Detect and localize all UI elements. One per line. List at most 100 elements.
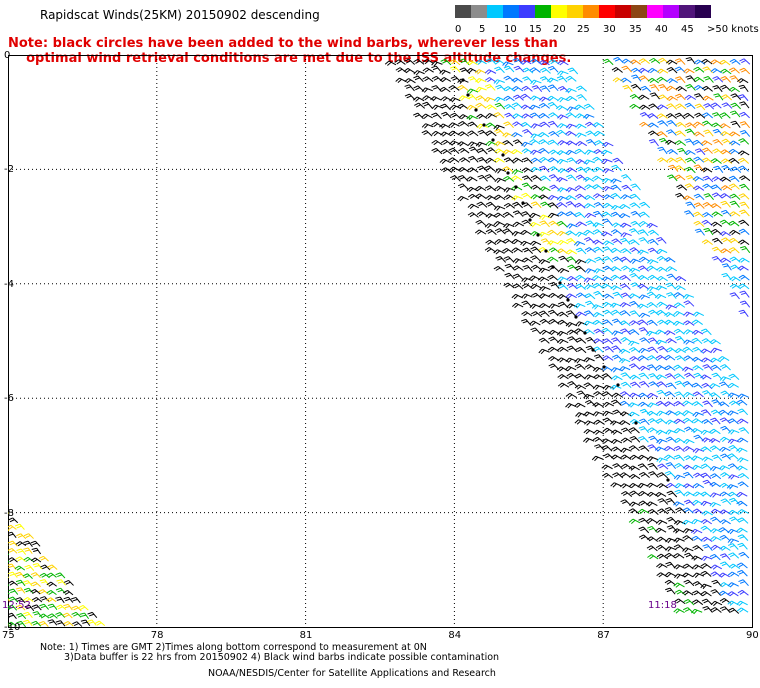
wind-barb bbox=[638, 67, 650, 73]
wind-barb bbox=[674, 285, 686, 291]
wind-barb bbox=[512, 283, 524, 290]
wind-barb bbox=[655, 400, 667, 407]
wind-barb bbox=[567, 67, 579, 75]
wind-barb bbox=[610, 266, 622, 272]
wind-barb bbox=[656, 389, 667, 397]
wind-barb bbox=[637, 249, 649, 255]
wind-barb bbox=[584, 212, 597, 219]
wind-barb bbox=[512, 139, 524, 146]
wind-barb bbox=[665, 373, 676, 380]
wind-barb bbox=[663, 445, 676, 452]
wind-barb bbox=[709, 492, 722, 498]
wind-barb bbox=[629, 347, 641, 354]
wind-barb bbox=[637, 463, 649, 470]
wind-barb bbox=[557, 140, 569, 146]
wind-barb bbox=[458, 58, 470, 66]
wind-barb bbox=[729, 140, 741, 146]
wind-barb bbox=[511, 175, 523, 181]
wind-barb bbox=[712, 85, 723, 93]
wind-barb bbox=[620, 328, 631, 335]
wind-barb bbox=[458, 157, 471, 163]
wind-barb bbox=[667, 174, 678, 182]
wind-barb bbox=[475, 59, 487, 65]
wind-barb bbox=[502, 228, 514, 235]
wind-barb bbox=[457, 85, 469, 91]
note-line-1: Note: black circles have been added to t… bbox=[8, 36, 558, 51]
wind-barb bbox=[736, 491, 748, 498]
wind-barb bbox=[657, 472, 669, 479]
wind-barb bbox=[710, 221, 723, 227]
wind-barb bbox=[683, 391, 695, 398]
wind-barb bbox=[610, 454, 623, 460]
wind-barb bbox=[529, 221, 541, 228]
wind-barb bbox=[738, 219, 750, 227]
wind-barb bbox=[565, 149, 577, 156]
wind-barb bbox=[591, 304, 604, 310]
wind-barb bbox=[728, 373, 740, 380]
wind-barb bbox=[476, 147, 488, 155]
wind-barb bbox=[673, 474, 686, 481]
wind-barb bbox=[664, 391, 676, 398]
wind-barb bbox=[647, 259, 659, 265]
wind-barb bbox=[709, 553, 721, 561]
wind-barb bbox=[547, 77, 559, 83]
wind-barb bbox=[592, 275, 604, 281]
wind-barb bbox=[683, 195, 695, 201]
wind-barb bbox=[503, 223, 515, 229]
wind-barb bbox=[422, 67, 434, 73]
legend-swatch bbox=[487, 5, 503, 18]
wind-barb bbox=[467, 121, 479, 128]
wind-barb bbox=[493, 157, 505, 163]
wind-barb bbox=[592, 175, 604, 181]
wind-barb bbox=[611, 164, 622, 172]
wind-barb bbox=[493, 59, 505, 65]
wind-barb bbox=[448, 85, 460, 91]
wind-barb bbox=[673, 302, 686, 308]
wind-barb bbox=[702, 390, 713, 397]
wind-barb bbox=[602, 168, 614, 174]
wind-barb bbox=[637, 283, 649, 290]
wind-barb bbox=[709, 481, 721, 488]
wind-barb bbox=[646, 410, 658, 416]
wind-barb bbox=[592, 411, 604, 417]
wind-barb bbox=[729, 516, 741, 523]
wind-barb bbox=[710, 607, 722, 613]
wind-barb bbox=[664, 312, 676, 318]
wind-barb bbox=[656, 76, 668, 83]
wind-barb bbox=[494, 239, 506, 245]
wind-barb bbox=[713, 165, 724, 174]
wind-barb bbox=[629, 202, 641, 209]
wind-barb bbox=[63, 589, 74, 596]
wind-barb bbox=[729, 58, 741, 65]
wind-barb bbox=[739, 129, 751, 137]
wind-barb bbox=[431, 75, 443, 83]
wind-barb bbox=[656, 483, 669, 489]
wind-barb bbox=[575, 221, 587, 227]
wind-barb bbox=[522, 67, 534, 74]
wind-barb bbox=[395, 77, 407, 84]
wind-barb bbox=[468, 146, 480, 154]
wind-barb bbox=[583, 411, 595, 417]
wind-barb bbox=[585, 336, 596, 344]
wind-barb bbox=[566, 106, 578, 112]
wind-barb bbox=[610, 247, 622, 254]
wind-barb bbox=[538, 348, 550, 355]
wind-barb bbox=[720, 498, 732, 505]
wind-barb bbox=[727, 538, 739, 544]
wind-barb bbox=[47, 613, 58, 619]
wind-barb bbox=[738, 579, 749, 587]
wind-barb bbox=[728, 400, 741, 406]
wind-barb bbox=[638, 534, 650, 541]
wind-barb bbox=[485, 195, 497, 201]
wind-barb bbox=[611, 309, 623, 316]
wind-barb bbox=[666, 103, 678, 110]
wind-barb bbox=[681, 572, 694, 578]
wind-barb bbox=[8, 596, 19, 603]
wind-barb bbox=[484, 185, 497, 192]
wind-barb bbox=[62, 612, 73, 619]
wind-barb bbox=[658, 84, 669, 92]
wind-barb bbox=[737, 78, 749, 84]
wind-barb bbox=[512, 221, 525, 227]
wind-barb bbox=[646, 302, 658, 308]
wind-barb bbox=[728, 509, 740, 516]
